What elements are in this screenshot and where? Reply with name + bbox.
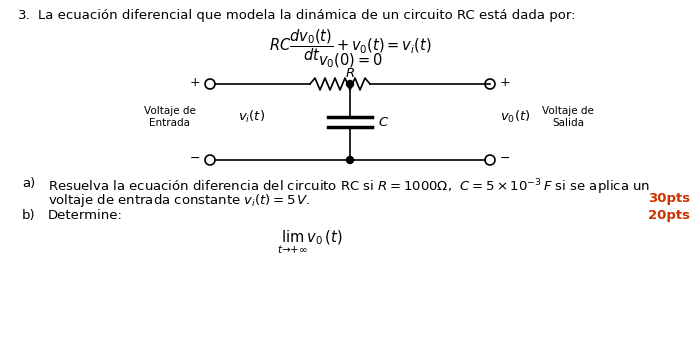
Text: La ecuación diferencial que modela la dinámica de un circuito RC está dada por:: La ecuación diferencial que modela la di… [38,9,575,22]
Text: 30pts: 30pts [648,192,690,205]
Text: $\lim_{t \to +\infty} v_0(t)$: $\lim_{t \to +\infty} v_0(t)$ [277,229,343,256]
Text: Determine:: Determine: [48,209,123,222]
Text: 3.: 3. [18,9,31,22]
Text: +: + [190,76,200,89]
Text: Voltaje de
Salida: Voltaje de Salida [542,106,594,128]
Text: b): b) [22,209,36,222]
Text: $v_i(t)$: $v_i(t)$ [238,109,265,125]
Text: −: − [190,152,200,165]
Text: $R$: $R$ [345,67,355,80]
Text: 20pts: 20pts [648,209,690,222]
Text: +: + [500,76,510,89]
Text: Voltaje de
Entrada: Voltaje de Entrada [144,106,196,128]
Text: $v_0(t)$: $v_0(t)$ [500,109,531,125]
Text: $C$: $C$ [378,116,389,129]
Circle shape [346,80,354,88]
Text: a): a) [22,177,35,190]
Text: Resuelva la ecuación diferencia del circuito RC si $R = 1000\Omega$,  $C = 5 \ti: Resuelva la ecuación diferencia del circ… [48,177,650,197]
Circle shape [346,157,354,163]
Text: $RC \dfrac{dv_0(t)}{dt} + v_0(t) = v_i(t)$: $RC \dfrac{dv_0(t)}{dt} + v_0(t) = v_i(t… [269,27,431,63]
Text: −: − [500,152,510,165]
Text: voltaje de entrada constante $v_i(t) = 5\,V$.: voltaje de entrada constante $v_i(t) = 5… [48,192,311,209]
Text: $v_0(0) = 0$: $v_0(0) = 0$ [318,52,382,70]
